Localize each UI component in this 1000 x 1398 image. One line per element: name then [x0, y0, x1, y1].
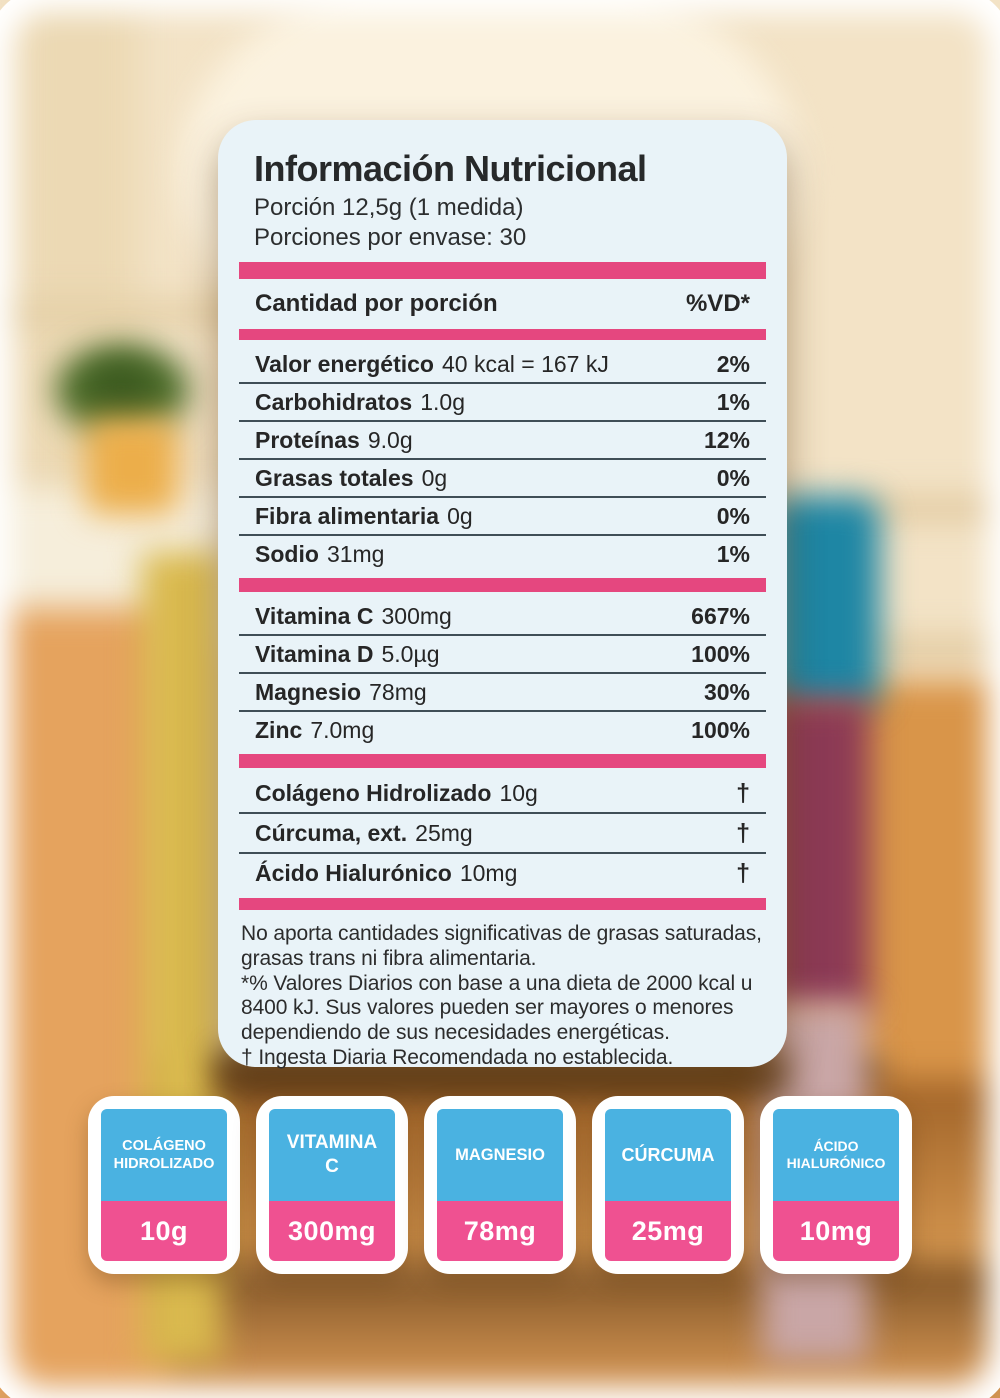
nutrient-value: 0g	[421, 464, 448, 491]
serving-size: Porción 12,5g (1 medida)	[254, 194, 524, 221]
jar-lid	[770, 496, 880, 708]
divider-bar	[239, 578, 766, 592]
nutrient-row-protein: Proteínas 9.0g 12%	[239, 422, 766, 460]
badge-name: VITAMINA C	[269, 1109, 395, 1201]
divider-bar	[239, 329, 766, 340]
divider-bar	[239, 754, 766, 768]
nutrient-dv: 100%	[691, 640, 750, 667]
nutrient-name: Sodio	[255, 540, 319, 567]
badge-magnesium: MAGNESIO 78mg	[424, 1096, 576, 1274]
nutrient-row-energy: Valor energético 40 kcal = 167 kJ 2%	[239, 346, 766, 384]
nutrient-row-hyaluronic: Ácido Hialurónico 10mg †	[239, 854, 766, 892]
nutrition-facts-card: Información Nutricional Porción 12,5g (1…	[218, 120, 787, 1069]
nutrient-name: Vitamina C	[255, 602, 374, 629]
nutrient-row-vitamin-c: Vitamina C 300mg 667%	[239, 598, 766, 636]
nutrient-value: 40 kcal = 167 kJ	[442, 350, 609, 377]
nutrient-value: 25mg	[415, 819, 473, 846]
footnotes: No aporta cantidades significativas de g…	[239, 916, 766, 1071]
plant-pot	[86, 418, 178, 514]
nutrient-dv: 30%	[703, 678, 750, 705]
nutrient-name: Zinc	[255, 716, 303, 743]
nutrient-dv: 1%	[716, 388, 750, 415]
header-daily-value: %VD*	[685, 290, 750, 317]
nutrient-name: Vitamina D	[255, 640, 374, 667]
footnote-daily-values: *% Valores Diarios con base a una dieta …	[241, 971, 753, 1045]
plant-blob-dark	[85, 360, 157, 416]
badge-value: 10g	[101, 1201, 227, 1261]
badge-name: MAGNESIO	[437, 1109, 563, 1201]
nutrient-value: 9.0g	[367, 426, 413, 453]
header-amount-per-serving: Cantidad por porción	[255, 290, 498, 317]
background-shelf-right2	[860, 638, 1000, 660]
nutrient-row-fat: Grasas totales 0g 0%	[239, 460, 766, 498]
nutrient-dv: 0%	[716, 464, 750, 491]
nutrient-value: 7.0mg	[310, 716, 375, 743]
nutrient-row-sodium: Sodio 31mg 1%	[239, 536, 766, 572]
dagger-mark: †	[736, 818, 750, 847]
divider-bar	[239, 262, 766, 279]
dagger-mark: †	[736, 858, 750, 887]
nutrient-value: 10g	[499, 779, 538, 806]
nutrient-value: 5.0µg	[381, 640, 440, 667]
nutrient-row-fiber: Fibra alimentaria 0g 0%	[239, 498, 766, 536]
badge-turmeric: CÚRCUMA 25mg	[592, 1096, 744, 1274]
nutrient-name: Ácido Hialurónico	[255, 859, 452, 886]
badge-value: 300mg	[269, 1201, 395, 1261]
nutrient-name: Cúrcuma, ext.	[255, 819, 408, 846]
nutrient-row-magnesium: Magnesio 78mg 30%	[239, 674, 766, 712]
nutrient-row-carbs: Carbohidratos 1.0g 1%	[239, 384, 766, 422]
badge-name: CÚRCUMA	[605, 1109, 731, 1201]
divider-bar	[239, 898, 766, 910]
badge-name: COLÁGENO HIDROLIZADO	[101, 1109, 227, 1201]
nutrient-dv: 100%	[691, 716, 750, 743]
badge-value: 10mg	[773, 1201, 899, 1261]
nutrient-name: Magnesio	[255, 678, 362, 705]
nutrient-dv: 2%	[716, 350, 750, 377]
nutrient-name: Carbohidratos	[255, 388, 413, 415]
nutrient-row-collagen: Colágeno Hidrolizado 10g †	[239, 774, 766, 814]
background-shelf-right1	[860, 498, 1000, 520]
badge-name: ÁCIDO HIALURÓNICO	[773, 1109, 899, 1201]
dagger-mark: †	[736, 778, 750, 807]
badge-value: 78mg	[437, 1201, 563, 1261]
nutrient-dv: 12%	[703, 426, 750, 453]
badge-vitamin-c: VITAMINA C 300mg	[256, 1096, 408, 1274]
nutrient-dv: 0%	[716, 502, 750, 529]
servings-per-container: Porciones por envase: 30	[254, 224, 527, 251]
badge-hyaluronic: ÁCIDO HIALURÓNICO 10mg	[760, 1096, 912, 1274]
footnote-no-significant: No aporta cantidades significativas de g…	[241, 922, 762, 970]
nutrient-value: 1.0g	[420, 388, 465, 415]
nutrient-name: Valor energético	[255, 350, 434, 377]
nutrient-row-vitamin-d: Vitamina D 5.0µg 100%	[239, 636, 766, 674]
badge-collagen: COLÁGENO HIDROLIZADO 10g	[88, 1096, 240, 1274]
nutrient-value: 10mg	[459, 859, 518, 886]
nutrient-dv: 667%	[691, 602, 750, 629]
nutrient-value: 78mg	[369, 678, 427, 705]
nutrient-value: 300mg	[381, 602, 452, 629]
badge-value: 25mg	[605, 1201, 731, 1261]
nutrient-row-zinc: Zinc 7.0mg 100%	[239, 712, 766, 748]
nutrient-name: Fibra alimentaria	[255, 502, 440, 529]
table-header-row: Cantidad por porción %VD*	[239, 285, 766, 323]
nutrient-value: 0g	[447, 502, 473, 529]
nutrition-title: Información Nutricional	[254, 148, 647, 189]
nutrient-value: 31mg	[326, 540, 385, 567]
nutrient-name: Grasas totales	[255, 464, 414, 491]
nutrient-dv: 1%	[716, 540, 750, 567]
nutrient-name: Proteínas	[255, 426, 360, 453]
nutrient-badges-row: COLÁGENO HIDROLIZADO 10g VITAMINA C 300m…	[88, 1096, 912, 1274]
footnote-dagger: † Ingesta Diaria Recomendada no establec…	[241, 1045, 674, 1069]
nutrient-row-turmeric: Cúrcuma, ext. 25mg †	[239, 814, 766, 854]
nutrient-name: Colágeno Hidrolizado	[255, 779, 492, 806]
